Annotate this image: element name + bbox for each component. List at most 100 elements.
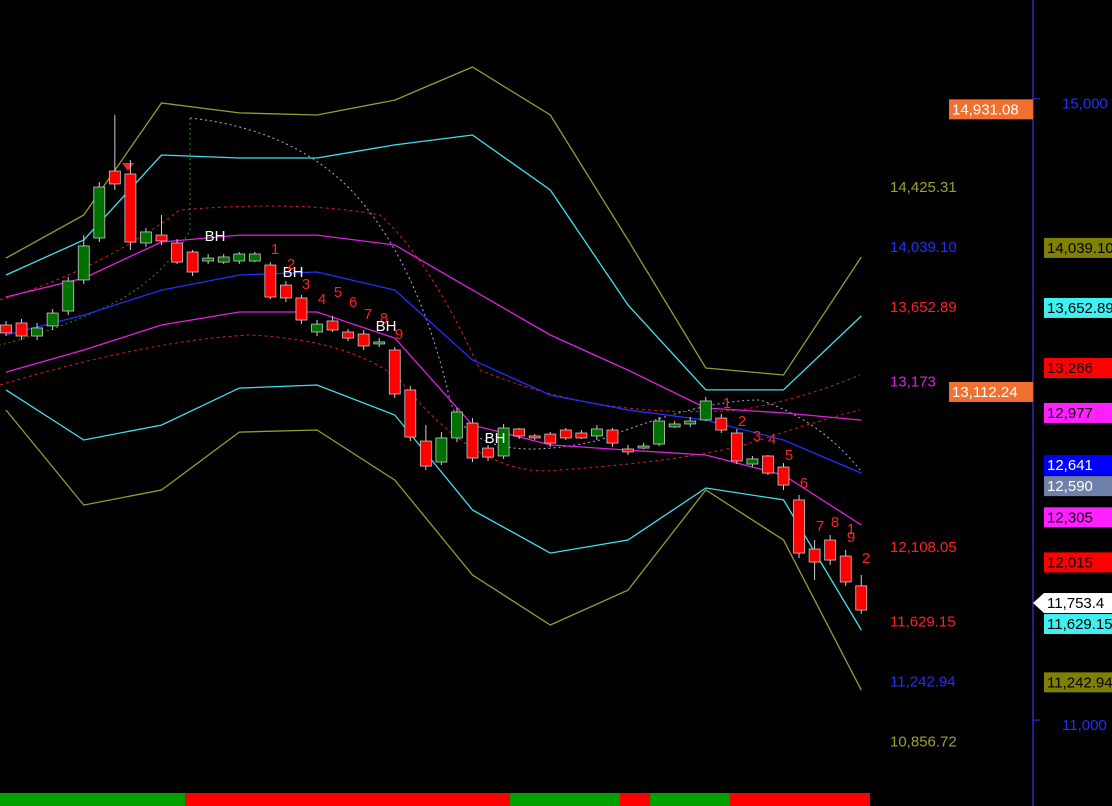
candle-body — [217, 256, 230, 263]
annotation: 5 — [334, 284, 342, 301]
candle-body — [606, 429, 619, 444]
price-tag-label: 12,590 — [1047, 478, 1093, 495]
annotation: 9 — [847, 529, 855, 546]
annotation: 6 — [349, 294, 357, 311]
level-label: 13,173 — [890, 373, 936, 390]
annotation: 2 — [862, 550, 870, 567]
candle-body — [46, 312, 59, 327]
annotation: BH — [376, 318, 397, 335]
price-tag-label: 12,977 — [1047, 405, 1093, 422]
price-tag — [1044, 593, 1112, 614]
price-tag-label: 14,039.10 — [1047, 240, 1112, 257]
price-tag-label: 13,652.89 — [1047, 300, 1112, 317]
candle-body — [762, 455, 774, 474]
candle-body — [839, 555, 852, 583]
candle-body — [357, 333, 370, 347]
trail-line — [0, 334, 861, 472]
labels: 14,425.31 14,039.10 13,652.89 13,173 12,108.… — [205, 96, 1112, 750]
candle-body — [140, 231, 152, 244]
candle-body — [699, 400, 712, 421]
price-tag — [949, 99, 1033, 120]
price-tag — [949, 381, 1033, 402]
y-tick-label: 15,000 — [1062, 96, 1108, 113]
annotation: 9 — [395, 326, 403, 343]
candle-body — [730, 432, 743, 462]
y-tick-label: 11,000 — [1062, 717, 1107, 734]
candle-body — [295, 297, 308, 321]
candle-body — [248, 253, 261, 262]
signal-marker — [122, 163, 134, 171]
candle-body — [202, 257, 215, 262]
annotation: 6 — [800, 475, 808, 492]
price-tag — [1044, 507, 1112, 528]
candle-body — [31, 327, 44, 337]
candle-body — [435, 437, 448, 463]
price-tag — [1044, 358, 1112, 379]
candle-body — [311, 323, 323, 333]
price-tag — [1044, 552, 1112, 573]
candle-body — [388, 349, 401, 395]
candle-body — [419, 440, 432, 467]
price-tag-label: 13,266 — [1047, 360, 1093, 377]
annotation: BH — [485, 430, 506, 447]
annotation: 1 — [723, 395, 731, 412]
price-tag-label: 11,242.94 — [1047, 674, 1112, 691]
candle-body — [855, 585, 868, 611]
price-tag — [1044, 455, 1112, 476]
candle-body — [482, 447, 494, 458]
price-tag — [1044, 672, 1112, 693]
annotation: 1 — [271, 241, 279, 258]
price-tag — [1044, 237, 1112, 258]
bottom-bar — [0, 793, 870, 806]
trend-segment — [650, 793, 730, 806]
candle-body — [186, 251, 199, 273]
price-tag-label: 12,015 — [1047, 554, 1093, 571]
price-tag-label: 14,931.08 — [952, 101, 1019, 118]
annotation: 4 — [318, 291, 326, 308]
candle-body — [715, 417, 728, 431]
candle-body — [233, 253, 246, 262]
candle-body — [326, 320, 339, 331]
band-line — [5, 234, 862, 421]
candle-body — [373, 341, 386, 345]
candle-body — [668, 423, 681, 428]
candle-body — [279, 284, 292, 299]
annotation: 2 — [738, 413, 746, 430]
annotation: 4 — [768, 431, 776, 448]
candle-body — [264, 264, 277, 298]
candle-body — [404, 389, 417, 438]
candle-body — [93, 186, 106, 239]
band-line — [5, 311, 862, 526]
annotation: 5 — [785, 447, 793, 464]
price-tag-label: 12,641 — [1047, 457, 1093, 474]
level-label: 13,652.89 — [890, 299, 957, 316]
candles — [0, 114, 868, 614]
candle-body — [155, 234, 168, 242]
annotation: 7 — [816, 518, 824, 535]
trend-segment — [0, 793, 185, 806]
price-tag — [1044, 297, 1112, 318]
level-label: 14,039.10 — [890, 239, 957, 256]
candle-body — [124, 173, 137, 243]
candle-body — [0, 324, 12, 334]
annotation: BH — [205, 228, 226, 245]
candle-body — [342, 331, 355, 339]
candle-body — [15, 322, 28, 337]
trend-segment — [730, 793, 870, 806]
candle-body — [653, 420, 665, 445]
level-label: 11,629.15 — [890, 613, 956, 630]
candle-body — [544, 433, 557, 444]
candle-body — [824, 539, 837, 561]
candle-body — [466, 422, 479, 459]
candle-body — [559, 429, 572, 439]
annotation: 3 — [302, 276, 310, 293]
candle-body — [575, 432, 588, 439]
candle-body — [808, 548, 821, 563]
candle-body — [62, 280, 75, 312]
candle-body — [108, 170, 121, 185]
trend-segment — [620, 793, 650, 806]
annotation: 7 — [364, 306, 372, 323]
annotation: 2 — [287, 256, 295, 273]
